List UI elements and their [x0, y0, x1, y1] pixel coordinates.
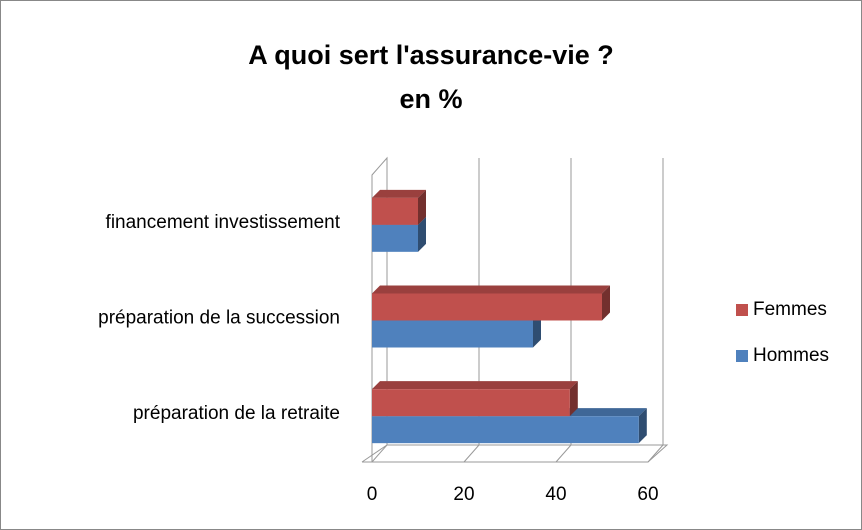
x-tick-label: 20	[453, 484, 474, 505]
legend-label: Femmes	[753, 299, 827, 320]
legend-swatch	[736, 304, 748, 316]
y-tick-label: préparation de la retraite	[133, 403, 340, 424]
bar-side	[569, 381, 578, 417]
bar-side	[602, 285, 610, 321]
bar	[372, 416, 639, 444]
bar	[372, 389, 570, 417]
floor-line	[647, 444, 664, 463]
legend-swatch	[736, 350, 748, 362]
y-tick-label: financement investissement	[106, 212, 341, 233]
floor	[361, 444, 669, 463]
x-tick-label: 40	[545, 484, 566, 505]
chart-title: A quoi sert l'assurance-vie ?	[248, 40, 614, 70]
bar-top	[372, 381, 578, 390]
bar	[372, 293, 602, 321]
bar-side	[533, 312, 541, 348]
floor-line	[555, 444, 572, 463]
bar-top	[372, 189, 426, 198]
y-tick-label: préparation de la succession	[98, 308, 340, 329]
bar	[372, 320, 533, 348]
legend-label: Hommes	[753, 345, 829, 366]
floor-line	[463, 444, 480, 463]
bar	[372, 224, 418, 252]
bar	[372, 197, 418, 225]
bar-side	[418, 189, 426, 225]
chart-subtitle: en %	[399, 84, 462, 114]
x-tick-label: 60	[637, 484, 658, 505]
bar-side	[638, 408, 647, 444]
bar-side	[418, 216, 426, 252]
bar-top	[372, 285, 610, 294]
floor-line	[371, 444, 388, 463]
x-tick-label: 0	[367, 484, 378, 505]
